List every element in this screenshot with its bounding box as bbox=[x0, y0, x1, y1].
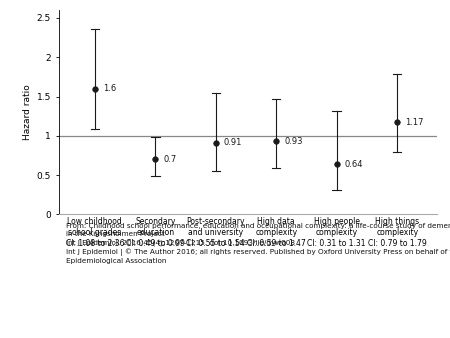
Text: 0.93: 0.93 bbox=[284, 137, 302, 146]
Y-axis label: Hazard ratio: Hazard ratio bbox=[23, 84, 32, 140]
Text: 0.7: 0.7 bbox=[163, 155, 176, 164]
Text: From: Childhood school performance, education and occupational complexity: a lif: From: Childhood school performance, educ… bbox=[66, 223, 450, 264]
Text: 1.17: 1.17 bbox=[405, 118, 423, 127]
Text: 0.64: 0.64 bbox=[345, 160, 363, 169]
Text: 0.91: 0.91 bbox=[224, 138, 242, 147]
Text: 1.6: 1.6 bbox=[103, 84, 116, 93]
